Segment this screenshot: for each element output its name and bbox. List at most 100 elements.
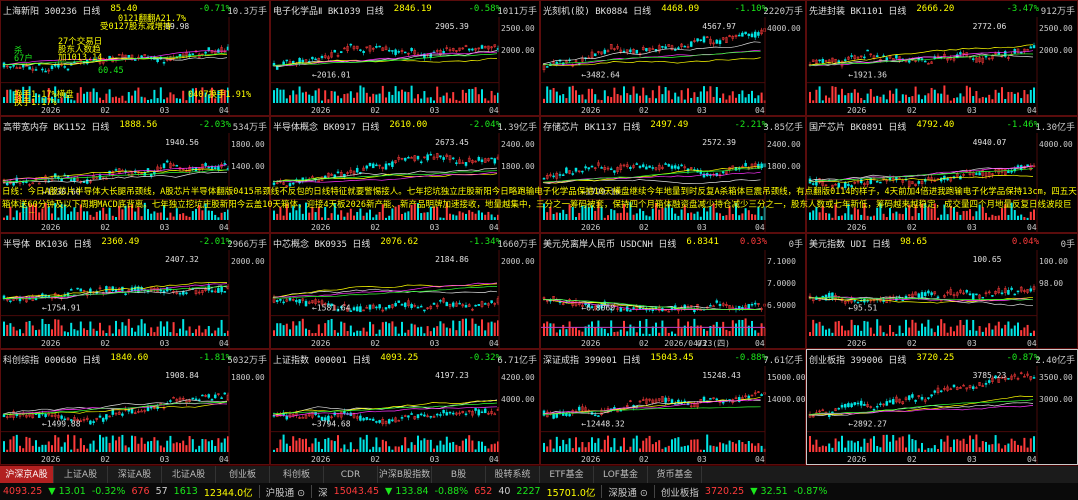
chart-panel[interactable]: 中芯概念 BK0935 日线 2076.62 -1.34% 1660万手 2000.00… [270, 233, 540, 349]
x-tick: 03 [967, 455, 977, 464]
chart-panel[interactable]: 存储芯片 BK1137 日线 2497.49 -2.21% 3.85亿手 2400.00… [540, 116, 806, 233]
chart-panel[interactable]: 科创综指 000680 日线 1840.60 -1.81% 5032万手 1800.00… [0, 349, 270, 465]
panel-volume: 7.61亿手 [763, 356, 803, 366]
chart-panel[interactable]: 先进封装 BK1101 日线 2666.20 -3.47% 912万手 2500.00 2… [806, 0, 1078, 116]
axis-tick: 2400.00 [767, 140, 801, 149]
axis-tick: 2000.00 [1039, 46, 1073, 55]
panel-title: 科创综指 000680 日线 [3, 356, 101, 366]
panel-volume: 2220万手 [763, 7, 803, 17]
panel-header: 深证成指 399001 日线 15043.45 -0.88% [543, 353, 803, 366]
chart-panel[interactable]: 半导体概念 BK0917 日线 2610.00 -2.04% 1.39亿手 2400.0… [270, 116, 540, 233]
panel-title: 电子化学品Ⅱ BK1039 日线 [273, 7, 384, 17]
panel-header: 上海新阳 300236 日线 85.40 -0.71% [3, 4, 267, 17]
x-tick: 03 [967, 223, 977, 232]
market-tab[interactable]: 科创板 [270, 466, 324, 484]
status-value: 40 [498, 486, 511, 497]
x-tick: 04 [489, 455, 499, 464]
chart-panel[interactable]: 美元指数 UDI 日线 98.65 0.04% 0手 100.00 98.00 100.65… [806, 233, 1078, 349]
market-tab[interactable]: 货币基金 [648, 466, 702, 484]
overlay-note: 受0127股东减增持 [100, 22, 172, 32]
panel-title: 美元兑离岸人民币 USDCNH 日线 [543, 240, 677, 250]
axis-tick: 98.00 [1039, 279, 1063, 288]
axis-tick: 4000.00 [767, 24, 801, 33]
panel-volume: 1.30亿手 [1035, 123, 1075, 133]
status-value: 12344.0亿 [203, 487, 253, 499]
panel-change: -1.46% [1006, 120, 1039, 130]
chart-panel[interactable]: 电子化学品Ⅱ BK1039 日线 2846.19 -0.58% 1011万手 2500.… [270, 0, 540, 116]
panel-change: -1.81% [198, 353, 231, 363]
market-tab[interactable]: CDR [324, 466, 378, 484]
chart-panel[interactable]: 上证指数 000001 日线 4093.25 -0.32% 6.71亿手 4200.00… [270, 349, 540, 465]
status-bar: 4093.25 ▼ 13.01 -0.32% 676 57 1613 12344.0亿 沪股通… [0, 483, 1078, 500]
panel-price: 4792.40 [916, 120, 955, 130]
overlay-note: 股东人数趋 [58, 45, 101, 55]
kline-chart: 4000.00 4567.97 ←3482.64 2026 02 03 04 [541, 17, 801, 115]
market-tab[interactable]: 北证A股 [162, 466, 216, 484]
x-tick: 03 [697, 223, 707, 232]
x-tick: 02 [370, 223, 380, 232]
x-tick: 03 [697, 339, 707, 348]
panel-volume: 0手 [788, 240, 803, 250]
panel-header: 上证指数 000001 日线 4093.25 -0.32% [273, 353, 537, 366]
x-tick: 2026 [41, 339, 60, 348]
panel-header: 中芯概念 BK0935 日线 2076.62 -1.34% [273, 237, 537, 250]
low-label: ←1581.64 [312, 304, 351, 313]
market-tab[interactable]: B股 [432, 466, 486, 484]
axis-tick: 100.00 [1039, 257, 1068, 266]
x-tick: 04 [1027, 106, 1037, 115]
date-tag: 2026/04/23(四) [664, 339, 730, 348]
panel-price: 2497.49 [650, 120, 689, 130]
market-tab[interactable]: LOF基金 [594, 466, 648, 484]
kline-chart: 100.00 98.00 100.65 ←95.51 2026 02 03 04 [807, 250, 1068, 348]
market-tab[interactable]: 创业板 [216, 466, 270, 484]
status-value[interactable]: 深股通 ⊙ [608, 487, 648, 499]
x-tick: 03 [697, 455, 707, 464]
market-tab[interactable]: 沪深京A股 [0, 466, 54, 484]
chart-panel[interactable]: 国产芯片 BK0891 日线 4792.40 -1.46% 1.30亿手 4000.00… [806, 116, 1078, 233]
status-value: 创业板指 [660, 487, 699, 499]
status-value[interactable]: 沪股通 ⊙ [265, 487, 306, 499]
overlay-note: 换手1.17%横盘 [14, 90, 74, 100]
chart-panel[interactable]: 半导体 BK1036 日线 2360.49 -2.01% 2966万手 2000.00 2… [0, 233, 270, 349]
x-tick: 03 [430, 106, 440, 115]
x-tick: 04 [755, 223, 765, 232]
high-label: 2572.39 [702, 138, 736, 147]
chart-panel[interactable]: 创业板指 399006 日线 3720.25 -0.87% 2.40亿手 3500.00… [806, 349, 1078, 465]
axis-tick: 1800.00 [231, 140, 265, 149]
x-tick: 03 [697, 106, 707, 115]
axis-tick: 7.1000 [767, 257, 796, 266]
low-label: ←1499.88 [42, 420, 81, 429]
chart-panel[interactable]: 上海新阳 300236 日线 85.40 -0.71% 10.3万手 89.98 2026… [0, 0, 270, 116]
chart-panel[interactable]: 美元兑离岸人民币 USDCNH 日线 6.8341 0.03% 0手 7.1000 7.0… [540, 233, 806, 349]
panel-change: -0.88% [734, 353, 767, 363]
status-value: 2227 [516, 486, 541, 497]
market-tab[interactable]: 上证A股 [54, 466, 108, 484]
panel-price: 1888.56 [119, 120, 158, 130]
status-value: ▼ 13.01 [48, 486, 86, 497]
panel-price: 4093.25 [380, 353, 419, 363]
chart-panel[interactable]: 深证成指 399001 日线 15043.45 -0.88% 7.61亿手 15000.… [540, 349, 806, 465]
status-value: 深 [318, 487, 328, 499]
panel-price: 1840.60 [110, 353, 149, 363]
panel-header: 国产芯片 BK0891 日线 4792.40 -1.46% [809, 120, 1075, 133]
panel-title: 深证成指 399001 日线 [543, 356, 641, 366]
low-label: ←95.51 [848, 304, 877, 313]
panel-header: 美元指数 UDI 日线 98.65 0.04% [809, 237, 1075, 250]
panel-header: 半导体概念 BK0917 日线 2610.00 -2.04% [273, 120, 537, 133]
chart-panel[interactable]: 高带宽内存 BK1152 日线 1888.56 -2.03% 534万手 1800.00… [0, 116, 270, 233]
x-tick: 02 [907, 455, 917, 464]
low-label: ←1754.91 [42, 304, 81, 313]
market-tab[interactable]: 深证A股 [108, 466, 162, 484]
high-label: 2772.06 [973, 22, 1007, 31]
market-tab[interactable]: ETF基金 [540, 466, 594, 484]
axis-tick: 2500.00 [501, 24, 535, 33]
x-tick: 04 [1027, 455, 1037, 464]
chart-panel[interactable]: 光刻机(胶) BK0884 日线 4468.09 -1.10% 2220万手 4000.… [540, 0, 806, 116]
market-tab[interactable]: 沪深B股指数 [378, 466, 432, 484]
market-tab[interactable]: 股转系统 [486, 466, 540, 484]
panel-header: 科创综指 000680 日线 1840.60 -1.81% [3, 353, 267, 366]
axis-tick: 6.9000 [767, 301, 796, 310]
high-label: 15248.43 [702, 371, 741, 380]
panel-price: 2076.62 [380, 237, 419, 247]
low-label: ←3794.68 [312, 420, 351, 429]
